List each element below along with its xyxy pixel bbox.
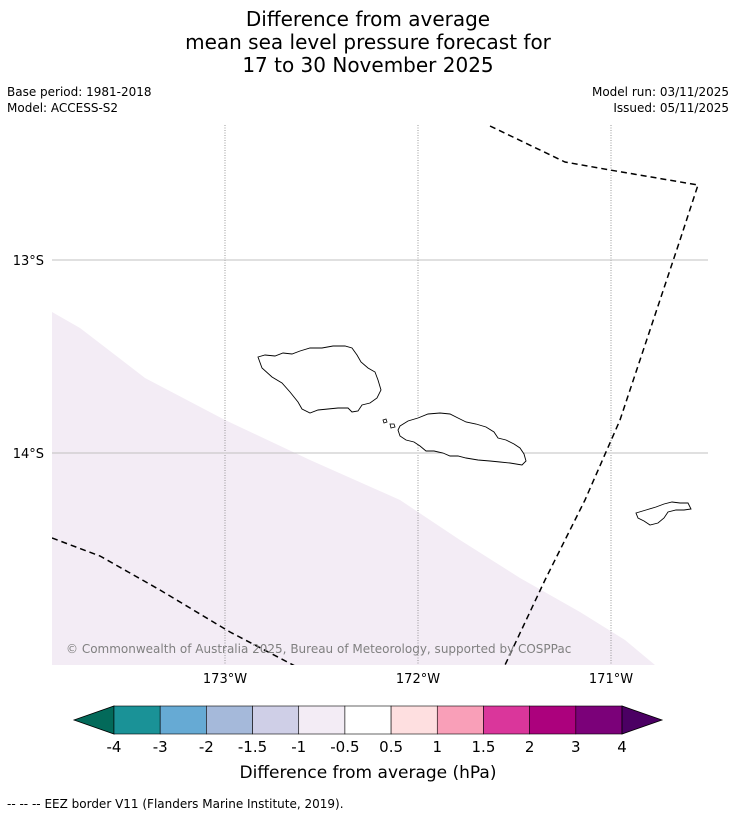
meta-left: Base period: 1981-2018 Model: ACCESS-S2 [7,84,152,116]
colorbar-tick-label: 2 [525,738,535,756]
colorbar-title: Difference from average (hPa) [240,763,497,783]
colorbar-tick-label: -1.5 [238,738,267,756]
eez-legend-symbol: -- -- -- [7,797,41,811]
map-area: © Commonwealth of Australia 2025, Bureau… [52,125,708,665]
island-manono [389,423,396,429]
eez-legend-text: EEZ border V11 (Flanders Marine Institut… [44,797,344,811]
lon-label-173w: 173°W [203,672,247,687]
issued-date: Issued: 05/11/2025 [613,101,729,115]
colorbar-tick-label: -4 [107,738,122,756]
colorbar-tick-label: 1.5 [472,738,496,756]
colorbar-bin-3 [206,705,253,735]
title-line-2: mean sea level pressure forecast for [185,30,551,54]
colorbar-tick-label: -0.5 [330,738,359,756]
colorbar-tick-label: -3 [153,738,168,756]
colorbar-bin-11 [575,705,623,735]
colorbar-bin-7 [390,705,438,735]
colorbar-extension-high [621,705,664,735]
colorbar-bin-2 [159,705,207,735]
island-upolu [397,412,527,466]
colorbar-tick-label: 3 [571,738,581,756]
title-line-3: 17 to 30 November 2025 [242,53,494,77]
island-apolima [382,418,388,424]
colorbar-bin-5 [298,705,346,735]
colorbar-bin-8 [436,705,484,735]
model-run: Model run: 03/11/2025 [591,85,729,99]
colorbar-tick-label: -2 [199,738,214,756]
meta-right: Model run: 03/11/2025 Issued: 05/11/2025 [592,84,729,116]
colorbar-tick-label: -1 [291,738,306,756]
title-line-1: Difference from average [245,7,491,31]
colorbar-tick-label: 0.5 [379,738,403,756]
eez-legend: -- -- -- EEZ border V11 (Flanders Marine… [7,797,344,811]
colorbar-bin-4 [252,705,300,735]
colorbar-tick-label: 1 [432,738,442,756]
colorbar-tick-label: 4 [617,738,627,756]
colorbar-bin-1 [113,705,161,735]
copyright-text: © Commonwealth of Australia 2025, Bureau… [66,642,571,656]
colorbar-bin-9 [483,705,530,735]
chart-title: Difference from average mean sea level p… [0,8,736,77]
colorbar: -4 -3 -2 -1.5 -1 -0.5 0.5 1 1.5 2 3 4 [72,705,664,756]
base-period: Base period: 1981-2018 [7,85,152,99]
colorbar-extension-low [72,705,115,735]
model-name: Model: ACCESS-S2 [7,101,119,115]
colorbar-bin-6 [344,705,392,735]
island-tutuila [635,501,692,526]
island-savaii [257,345,382,414]
pressure-anomaly-shading [52,312,655,665]
eez-border-north [489,125,699,665]
colorbar-bin-10 [529,705,577,735]
lon-label-172w: 172°W [396,672,440,687]
lat-label-13s: 13°S [13,254,44,269]
eez-border-southwest [52,537,295,665]
lat-label-14s: 14°S [13,447,44,462]
lon-label-171w: 171°W [589,672,633,687]
